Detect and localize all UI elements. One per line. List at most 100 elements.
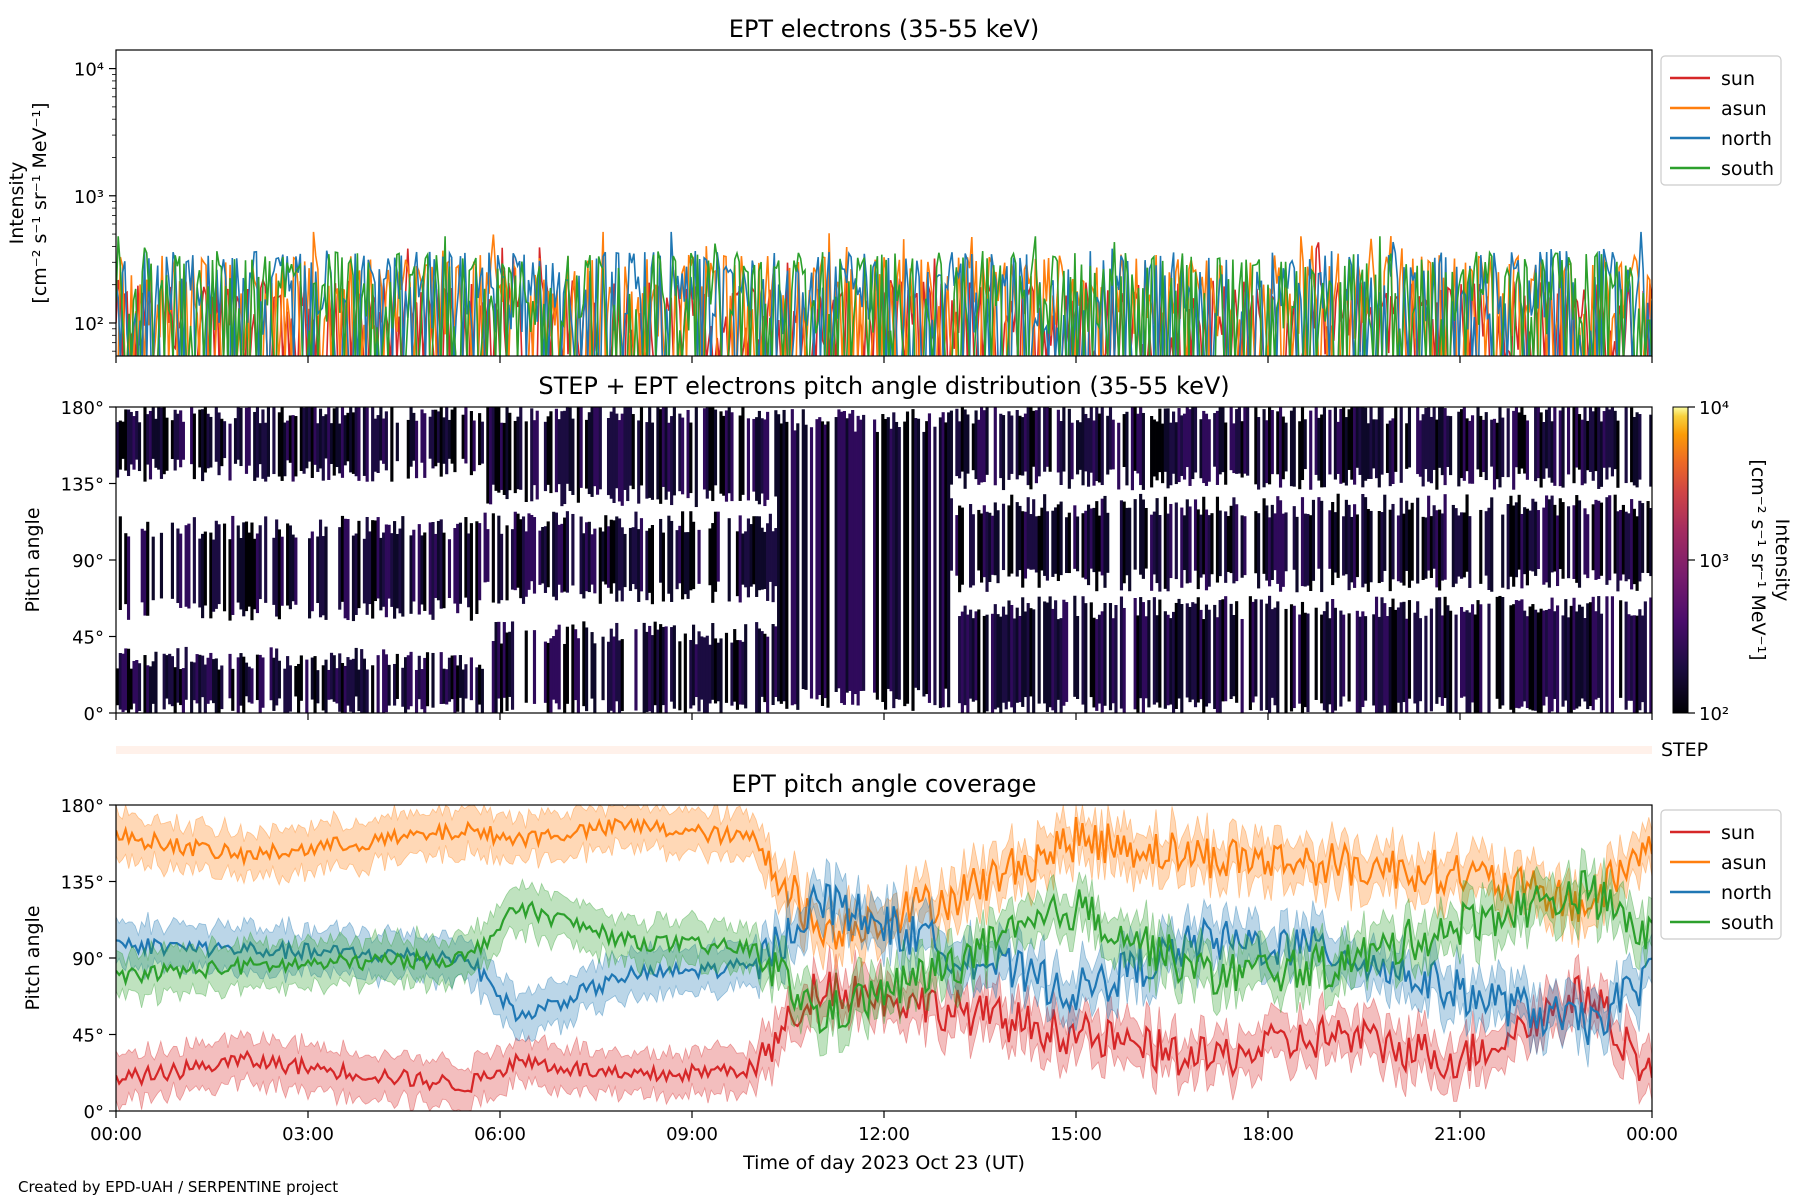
heatmap-cell	[192, 517, 196, 604]
heatmap-cell	[916, 418, 921, 691]
heatmap-cell	[143, 655, 147, 713]
heatmap-cell	[170, 522, 174, 599]
heatmap-cell	[1289, 604, 1294, 712]
heatmap-cell	[1591, 411, 1595, 481]
heatmap-cell	[985, 511, 989, 592]
heatmap-cell	[1336, 421, 1340, 474]
heatmap-cell	[316, 536, 320, 604]
heatmap-cell	[1182, 413, 1187, 480]
heatmap-cell	[565, 511, 569, 593]
heatmap-cell	[121, 653, 125, 713]
heatmap-cell	[1539, 608, 1543, 713]
panel-pitch-coverage: EPT pitch angle coverage 0° 45° 90° 135° 180…	[22, 770, 1782, 1174]
heatmap-cell	[1040, 507, 1044, 571]
heatmap-cell	[694, 644, 698, 698]
heatmap-cell	[420, 669, 424, 710]
heatmap-cell	[1265, 603, 1269, 711]
heatmap-cell	[541, 526, 545, 584]
heatmap-cell	[1391, 598, 1395, 713]
legend-label-asun: asun	[1721, 98, 1767, 120]
heatmap-cell	[231, 515, 235, 615]
heatmap-cell	[1023, 611, 1028, 698]
heatmap-cell	[752, 516, 756, 585]
heatmap-cell	[842, 410, 846, 705]
heatmap-cell	[1523, 507, 1527, 575]
heatmap-cell	[1086, 418, 1091, 487]
series-band-south	[116, 847, 1652, 1057]
heatmap-cell	[1191, 602, 1195, 700]
heatmap-cell	[294, 537, 298, 605]
heatmap-cell	[766, 411, 770, 500]
heatmap-cell	[856, 415, 860, 706]
heatmap-cell	[755, 417, 759, 501]
heatmap-cell	[1616, 420, 1620, 488]
heatmap-cell	[340, 662, 345, 713]
heatmap-cell	[1095, 501, 1099, 592]
heatmap-cell	[571, 624, 575, 713]
heatmap-cell	[1169, 422, 1173, 486]
heatmap-cell	[318, 408, 323, 469]
heatmap-cell	[1586, 420, 1590, 471]
heatmap-cell	[409, 407, 413, 467]
heatmap-cell	[266, 407, 270, 477]
heatmap-cell	[996, 614, 1000, 708]
heatmap-cell	[354, 647, 358, 697]
heatmap-cell	[458, 655, 462, 698]
heatmap-cell	[1435, 419, 1439, 490]
panel2-plot-area	[116, 407, 1652, 713]
heatmap-cell	[579, 407, 583, 488]
heatmap-cell	[1528, 510, 1532, 571]
heatmap-cell	[354, 533, 358, 615]
heatmap-cell	[201, 655, 205, 698]
heatmap-cell	[489, 407, 493, 505]
heatmap-cell	[151, 536, 155, 601]
heatmap-cell	[376, 517, 380, 599]
heatmap-cell	[1210, 513, 1214, 575]
heatmap-cell	[1188, 606, 1192, 703]
heatmap-cell	[1553, 611, 1557, 699]
heatmap-cell	[203, 407, 207, 473]
heatmap-cell	[137, 422, 142, 472]
series-band-asun	[116, 805, 1652, 971]
heatmap-cell	[678, 641, 682, 711]
heatmap-cell	[796, 423, 800, 710]
heatmap-cell	[286, 656, 290, 713]
heatmap-cell	[1289, 410, 1294, 487]
heatmap-cell	[297, 663, 301, 713]
heatmap-cell	[735, 531, 740, 597]
heatmap-cell	[277, 412, 281, 477]
heatmap-cell	[395, 653, 399, 699]
heatmap-cell	[925, 421, 929, 695]
heatmap-cell	[933, 426, 937, 706]
heatmap-cell	[1487, 507, 1491, 591]
heatmap-cell	[1572, 407, 1576, 484]
heatmap-cell	[1029, 514, 1033, 570]
heatmap-cell	[552, 636, 556, 700]
heatmap-cell	[993, 407, 997, 486]
heatmap-cell	[713, 511, 718, 592]
heatmap-cell	[1418, 618, 1422, 702]
heatmap-cell	[977, 609, 981, 713]
heatmap-cell	[409, 651, 413, 707]
heatmap-cell	[1342, 614, 1346, 697]
heatmap-cell	[1462, 512, 1466, 578]
heatmap-cell	[313, 407, 317, 465]
heatmap-cell	[409, 535, 413, 614]
heatmap-cell	[480, 421, 484, 464]
heatmap-cell	[1580, 606, 1584, 699]
heatmap-cell	[971, 514, 975, 586]
heatmap-cell	[236, 407, 240, 460]
heatmap-cell	[1081, 513, 1085, 578]
heatmap-cell	[609, 519, 613, 594]
heatmap-cell	[1498, 407, 1502, 488]
heatmap-cell	[1207, 609, 1211, 704]
y-tick-label: 10⁴	[74, 60, 104, 81]
heatmap-cell	[1240, 515, 1244, 578]
heatmap-cell	[497, 621, 501, 699]
heatmap-cell	[875, 431, 879, 700]
heatmap-cell	[1152, 511, 1156, 575]
heatmap-cell	[631, 414, 635, 490]
heatmap-cell	[1029, 407, 1033, 490]
heatmap-cell	[1012, 618, 1017, 713]
heatmap-cell	[1597, 407, 1601, 489]
